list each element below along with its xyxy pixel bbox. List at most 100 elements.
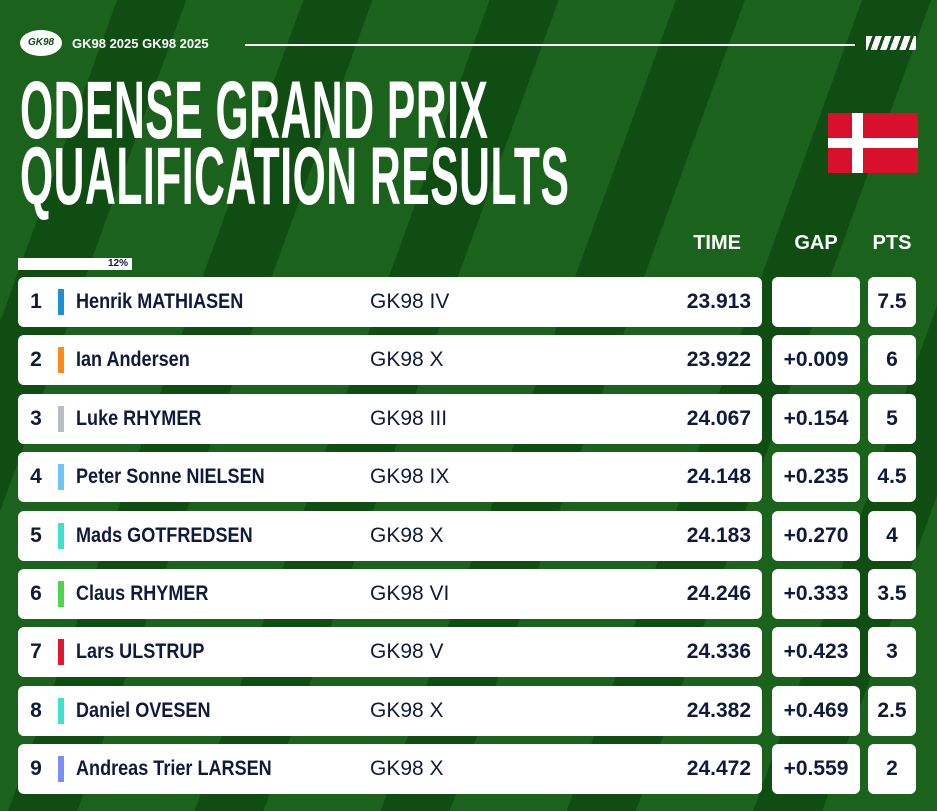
driver-name: Mads GOTFREDSEN [76,523,253,547]
row [18,627,762,678]
row [18,393,762,444]
brand: GK98 2025 GK98 2025 [72,36,209,51]
team: GK98 VI [370,582,450,605]
driver-name: Andreas Trier LARSEN [76,757,272,781]
position: 8 [30,698,42,722]
position: 4 [30,465,42,489]
row [18,452,762,503]
points: 6 [886,348,898,372]
team-color [58,639,64,666]
gap: +0.270 [783,523,849,547]
points: 7.5 [877,290,907,313]
row [18,685,762,736]
gap-cell [772,627,860,678]
gap-cell [772,277,860,327]
time: 24.382 [686,698,751,722]
time: 24.183 [686,523,751,547]
gap-cell [772,452,860,503]
gap: +0.235 [783,465,849,489]
gap: +0.423 [783,640,849,664]
team-color [58,405,64,432]
team-color [58,522,64,549]
team: GK98 IX [370,465,450,489]
row [18,335,762,386]
time: 24.148 [686,465,751,489]
position: 2 [30,348,42,372]
team-color [58,697,64,724]
gap: +0.009 [783,348,849,372]
time: 24.246 [686,582,751,605]
pts-cell [868,685,916,736]
divider [245,44,855,46]
title-line: QUALIFICATION RESULTS [20,131,570,222]
points: 2.5 [877,698,907,722]
team: GK98 X [370,698,444,722]
points: 4 [886,523,898,547]
pts-cell [868,627,916,678]
team-color [58,581,64,607]
time: 23.913 [686,290,751,313]
position: 6 [30,582,42,605]
points: 3 [886,640,898,664]
team: GK98 X [370,348,444,372]
time: 23.922 [686,348,751,372]
position: 9 [30,757,42,781]
team: GK98 X [370,757,444,781]
gap-cell [772,744,860,795]
f1-logo [866,36,916,50]
team: GK98 IV [370,290,450,313]
row [18,744,762,795]
driver-name: Luke RHYMER [76,406,202,430]
row [18,510,762,561]
points: 5 [886,406,898,430]
gap-cell [772,569,860,619]
time: 24.067 [686,406,751,430]
team-color [58,289,64,315]
position: 3 [30,406,42,430]
pts-cell [868,510,916,561]
gap: +0.559 [783,757,849,781]
team: GK98 V [370,640,444,664]
gap-cell [772,685,860,736]
pts-cell [868,335,916,386]
gap-cell [772,335,860,386]
gap: +0.154 [783,406,849,430]
time: 24.472 [686,757,751,781]
col-header: GAP [794,232,838,254]
flag [828,113,918,173]
driver-name: Peter Sonne NIELSEN [76,465,265,489]
pts-cell [868,744,916,795]
gap-cell [772,393,860,444]
col-header: PTS [872,232,912,254]
team-color [58,464,64,491]
points: 2 [886,757,898,781]
gap: +0.333 [783,582,849,605]
team: GK98 X [370,523,444,547]
driver-name: Daniel OVESEN [76,698,211,722]
team: GK98 III [370,406,448,430]
points: 4.5 [877,465,907,489]
team-color [58,756,64,783]
position: 5 [30,523,42,547]
logo: GK98 [20,30,62,56]
driver-name: Claus RHYMER [76,582,209,605]
title-line: ODENSE GRAND PRIX [20,65,489,156]
gap-cell [772,510,860,561]
pts-cell [868,452,916,503]
row [18,569,762,619]
time: 24.336 [686,640,751,664]
driver-name: Ian Andersen [76,348,190,372]
gap: +0.469 [783,698,849,722]
position: 1 [30,290,42,313]
pts-cell [868,393,916,444]
row [18,277,762,327]
position: 7 [30,640,42,664]
progress-bar: 12% [18,258,132,270]
pts-cell [868,569,916,619]
team-color [58,347,64,374]
pts-cell [868,277,916,327]
driver-name: Lars ULSTRUP [76,640,205,664]
points: 3.5 [877,582,907,605]
col-header: TIME [693,232,741,254]
